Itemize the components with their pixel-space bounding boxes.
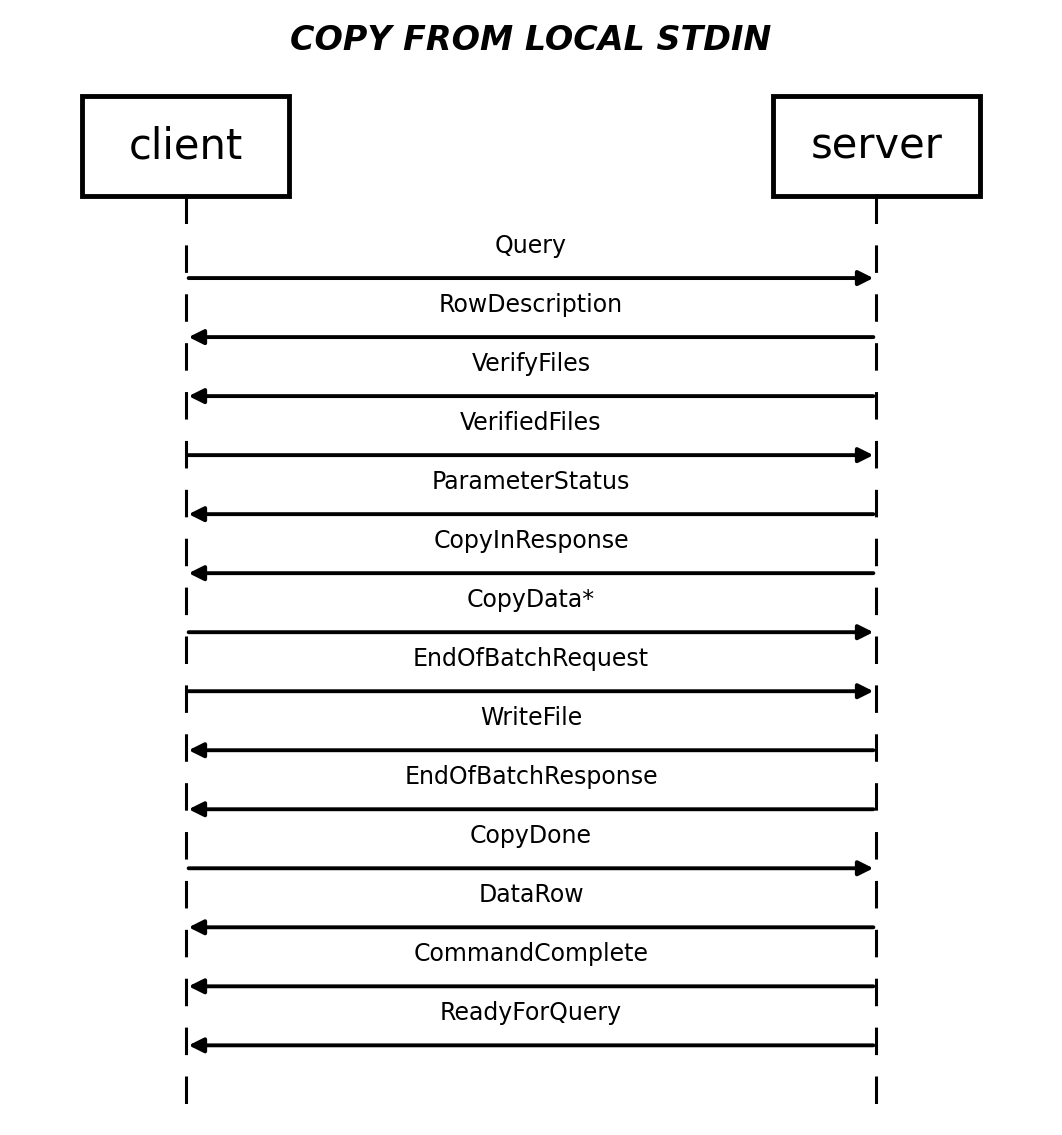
Text: WriteFile: WriteFile	[480, 706, 582, 730]
Text: client: client	[129, 125, 243, 168]
Text: ParameterStatus: ParameterStatus	[432, 470, 630, 494]
Text: CopyData*: CopyData*	[467, 588, 595, 612]
Text: server: server	[810, 125, 942, 168]
Bar	[772, 96, 979, 196]
Text: EndOfBatchResponse: EndOfBatchResponse	[405, 765, 657, 789]
Text: COPY FROM LOCAL STDIN: COPY FROM LOCAL STDIN	[290, 24, 772, 58]
Text: EndOfBatchRequest: EndOfBatchRequest	[413, 647, 649, 671]
Text: VerifyFiles: VerifyFiles	[472, 352, 590, 376]
Text: DataRow: DataRow	[478, 883, 584, 907]
Text: RowDescription: RowDescription	[439, 293, 623, 317]
Text: VerifiedFiles: VerifiedFiles	[460, 411, 602, 435]
Text: CopyInResponse: CopyInResponse	[433, 529, 629, 553]
Text: CommandComplete: CommandComplete	[413, 942, 649, 966]
Bar	[82, 96, 289, 196]
Text: Query: Query	[495, 234, 567, 258]
Text: CopyDone: CopyDone	[470, 824, 592, 848]
Text: ReadyForQuery: ReadyForQuery	[440, 1001, 622, 1025]
